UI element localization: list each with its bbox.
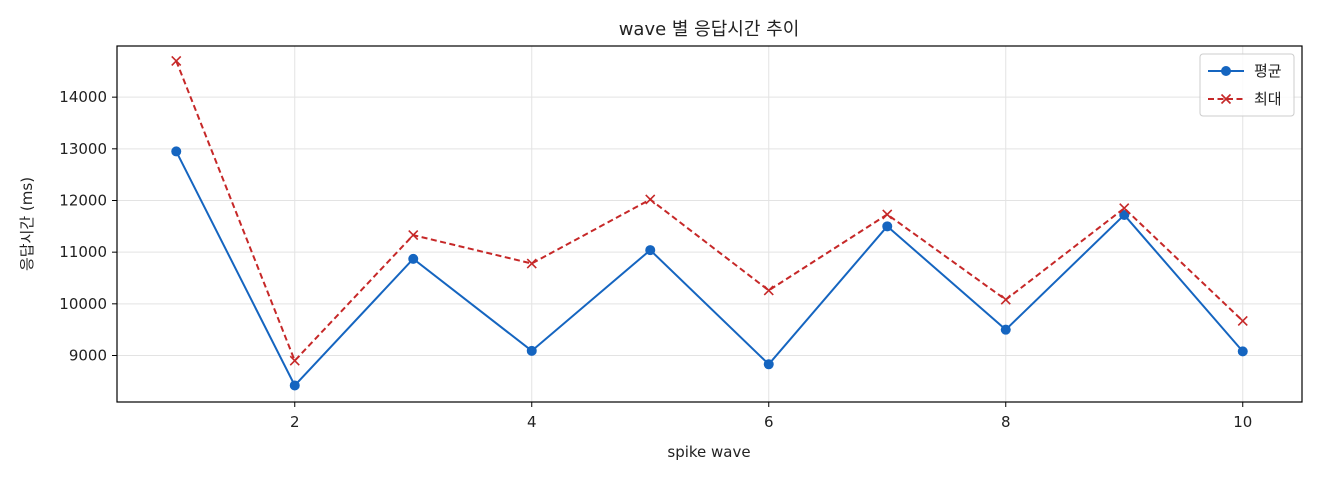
legend-marker [1221,66,1231,76]
data-point [171,146,182,157]
data-point [289,380,300,391]
x-tick-label: 8 [1001,413,1011,431]
legend-item-0: 평균 [1208,62,1282,80]
data-point [763,285,774,296]
data-point [1119,209,1130,220]
legend-marker [1220,93,1232,105]
data-point [1237,315,1248,326]
ticks: 2 4 6 8 10 9000 10000 11000 12000 13000 14000 [59,88,1252,431]
x-axis-title: spike wave [667,443,750,461]
series-0 [171,146,1248,391]
data-point [1000,294,1011,305]
y-tick-label: 10000 [59,295,107,313]
y-tick-label: 12000 [59,191,107,209]
y-axis-title: 응답시간 (ms) [18,177,36,271]
series-line [175,150,1244,388]
data-point [645,194,656,205]
x-tick-label: 4 [527,413,537,431]
data-point [408,230,419,241]
data-point [526,258,537,269]
legend-label: 평균 [1254,62,1282,80]
data-point [408,253,419,264]
data-point [289,355,300,366]
y-tick-label: 11000 [59,243,107,261]
y-tick-label: 13000 [59,140,107,158]
data-point [645,245,656,256]
data-point [526,345,537,356]
legend-label: 최대 [1254,90,1282,108]
x-tick-label: 10 [1233,413,1252,431]
x-tick-label: 6 [764,413,774,431]
y-tick-label: 14000 [59,88,107,106]
data-point [882,209,893,220]
data-point [1119,203,1130,214]
series-line [175,60,1244,363]
data-point [1000,324,1011,335]
data-point [882,221,893,232]
y-tick-label: 9000 [69,346,107,364]
x-tick-label: 2 [290,413,300,431]
data-point [763,359,774,370]
data-point [171,55,182,67]
chart-title: wave 별 응답시간 추이 [619,19,800,40]
series-layer [171,55,1248,391]
legend-item-1: 최대 [1208,90,1282,108]
series-1 [171,55,1248,366]
data-point [1237,346,1248,357]
plot-frame [116,45,1303,403]
grid [117,46,1302,402]
